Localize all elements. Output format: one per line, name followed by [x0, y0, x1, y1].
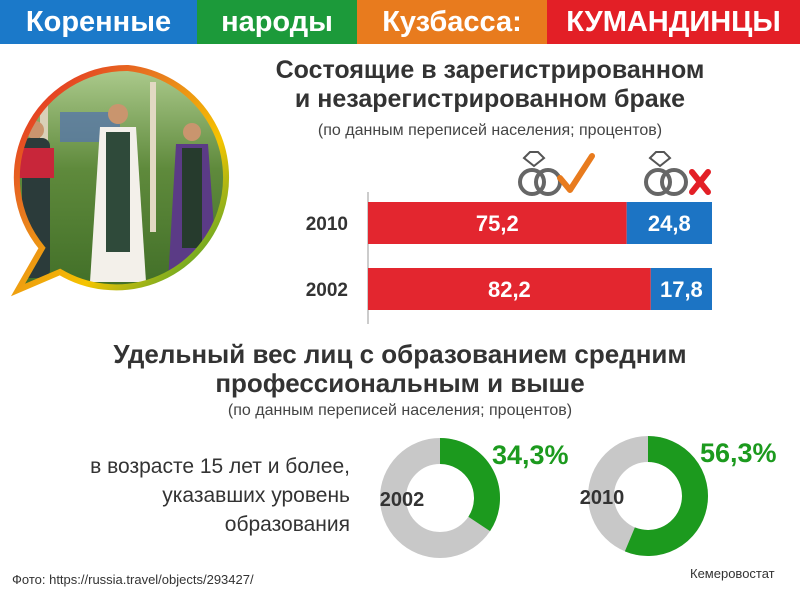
bar-segment	[626, 202, 712, 244]
rings-cross-icon	[644, 151, 711, 196]
marriage-bar-chart: 2010 75,2 24,8 2002 82,2 17,8	[306, 192, 712, 324]
education-title: Удельный вес лиц с образованием средним …	[113, 339, 687, 398]
marriage-title: Состоящие в зарегистрированном и незарег…	[275, 56, 705, 113]
photo-credit: Фото: https://russia.travel/objects/2934…	[12, 572, 254, 587]
donut-value-slice	[439, 438, 500, 532]
header-word-1: Коренные	[0, 0, 197, 44]
bar-category-label: 2010	[306, 214, 348, 235]
donut-year-label: 2002	[380, 489, 425, 511]
bar-data-label: 17,8	[660, 277, 703, 302]
bar-segment	[368, 268, 651, 310]
donut-value-slice	[624, 436, 708, 556]
education-label: в возрасте 15 лет и более, указавших уро…	[90, 455, 350, 536]
donut-value-label: 34,3%	[492, 440, 569, 470]
header-word-3: Кузбасса:	[357, 0, 547, 44]
bar-data-label: 24,8	[648, 211, 691, 236]
education-subtitle: (по данным переписей населения; проценто…	[227, 402, 573, 419]
header-word-4: КУМАНДИНЦЫ	[547, 0, 800, 44]
donut-value-label: 56,3%	[700, 438, 777, 468]
people-photo	[10, 64, 229, 297]
bar-data-label: 75,2	[476, 211, 519, 236]
bar-category-label: 2002	[306, 280, 348, 301]
bar-data-label: 82,2	[488, 277, 531, 302]
bar-segment	[368, 202, 627, 244]
donut-year-label: 2010	[580, 487, 625, 509]
donut-chart-2010: 2010 56,3%	[580, 436, 777, 556]
donut-chart-2002: 2002 34,3%	[380, 438, 569, 558]
source-label: Кемеровостат	[690, 566, 775, 581]
header-word-2: народы	[197, 0, 357, 44]
rings-check-icon	[518, 151, 595, 196]
marriage-subtitle: (по данным переписей населения; проценто…	[317, 122, 663, 139]
bar-segment	[650, 268, 712, 310]
